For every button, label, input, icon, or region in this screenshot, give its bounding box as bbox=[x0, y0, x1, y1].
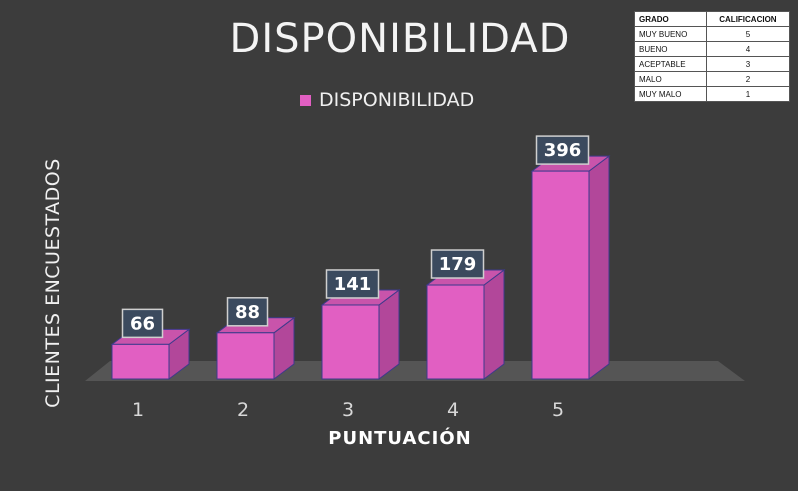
data-label: 88 bbox=[235, 302, 260, 323]
table-row: MUY MALO 1 bbox=[634, 86, 791, 102]
table-cell-rating: 3 bbox=[705, 56, 791, 72]
bar bbox=[216, 332, 275, 380]
x-axis-label: PUNTUACIÓN bbox=[328, 428, 472, 449]
table-header-rating: CALIFICACION bbox=[705, 11, 791, 27]
table-cell-grade: BUENO bbox=[634, 41, 707, 57]
table-cell-grade: ACEPTABLE bbox=[634, 56, 707, 72]
legend: DISPONIBILIDAD bbox=[300, 88, 474, 112]
table-row: MALO 2 bbox=[634, 71, 791, 87]
x-tick-label: 1 bbox=[132, 399, 144, 421]
table-cell-rating: 5 bbox=[705, 26, 791, 42]
rating-reference-table: GRADO CALIFICACION MUY BUENO 5 BUENO 4 A… bbox=[634, 11, 791, 102]
table-cell-grade: MALO bbox=[634, 71, 707, 87]
table-row: BUENO 4 bbox=[634, 41, 791, 57]
y-axis-label: CLIENTES ENCUESTADOS bbox=[42, 158, 64, 408]
bar bbox=[426, 284, 485, 380]
table-cell-grade: MUY MALO bbox=[634, 86, 707, 102]
table-cell-rating: 1 bbox=[705, 86, 791, 102]
data-label: 396 bbox=[544, 140, 582, 161]
data-label-box bbox=[325, 269, 380, 299]
x-tick-label: 2 bbox=[237, 399, 249, 421]
data-label: 66 bbox=[130, 313, 155, 334]
x-tick-label: 3 bbox=[342, 399, 354, 421]
bar-side bbox=[483, 269, 505, 380]
x-tick-label: 4 bbox=[447, 399, 459, 421]
legend-label: DISPONIBILIDAD bbox=[319, 89, 475, 111]
bar bbox=[321, 304, 380, 380]
data-label-box bbox=[121, 308, 164, 339]
x-tick-label: 5 bbox=[552, 399, 564, 421]
bar bbox=[531, 170, 590, 380]
data-label: 179 bbox=[439, 254, 477, 275]
table-cell-grade: MUY BUENO bbox=[634, 26, 707, 42]
data-label: 141 bbox=[334, 274, 372, 295]
table-cell-rating: 2 bbox=[705, 71, 791, 87]
table-cell-rating: 4 bbox=[705, 41, 791, 57]
chart-title: DISPONIBILIDAD bbox=[229, 16, 571, 62]
table-header-row: GRADO CALIFICACION bbox=[634, 11, 791, 27]
bar-side bbox=[588, 155, 610, 380]
table-row: ACEPTABLE 3 bbox=[634, 56, 791, 72]
table-header-grade: GRADO bbox=[634, 11, 707, 27]
legend-swatch bbox=[300, 94, 311, 106]
bar bbox=[111, 343, 170, 380]
table-row: MUY BUENO 5 bbox=[634, 26, 791, 42]
data-label-box bbox=[535, 135, 590, 165]
data-label-box bbox=[430, 249, 485, 279]
data-label-box bbox=[226, 297, 269, 327]
